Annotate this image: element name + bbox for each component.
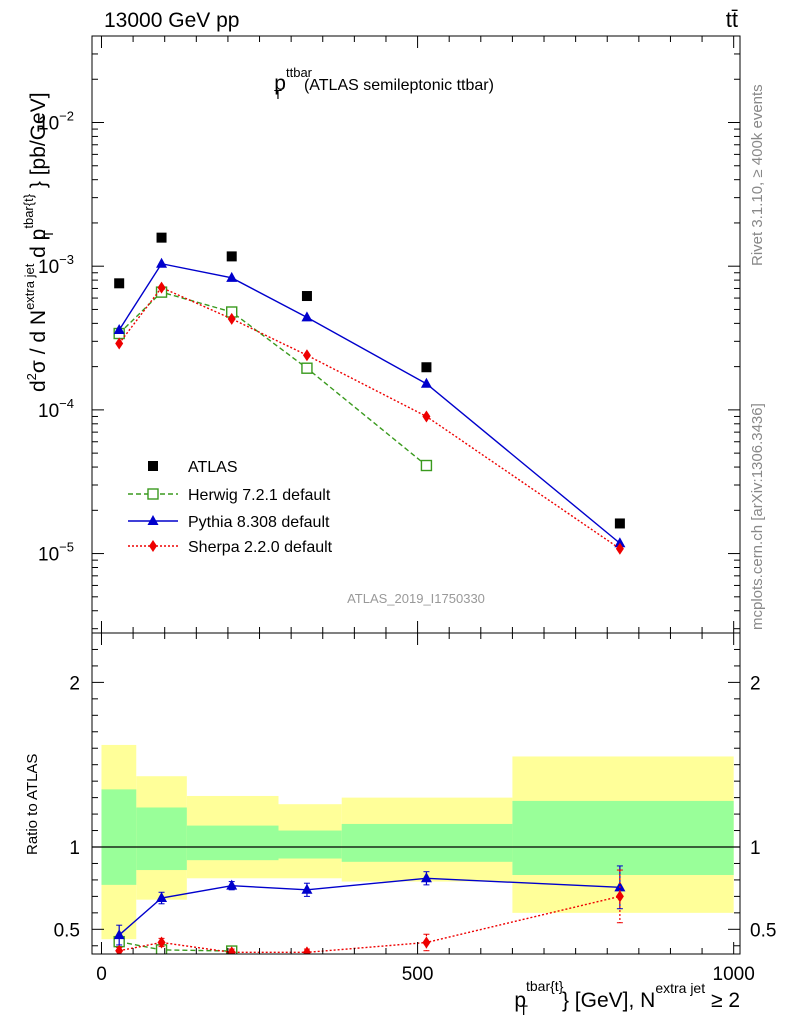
ratio-point-sherpa-2-2-0-default bbox=[615, 890, 624, 903]
ratio-y-tick-label-right: 0.5 bbox=[750, 920, 776, 941]
ratio-point-sherpa-2-2-0-default bbox=[302, 946, 311, 954]
title-rest: (ATLAS semileptonic ttbar) bbox=[304, 77, 494, 94]
ratio-x-tick-label: 500 bbox=[402, 964, 434, 985]
ratio-x-tick-label: 0 bbox=[96, 964, 107, 985]
data-point-sherpa-2-2-0-default bbox=[157, 281, 166, 294]
ratio-point-pythia-8-308-default bbox=[113, 929, 125, 940]
uncertainty-band-1sigma bbox=[101, 789, 137, 885]
data-point-sherpa-2-2-0-default bbox=[615, 542, 624, 555]
ratio-data-layer bbox=[92, 744, 740, 954]
header-right: tt̄ bbox=[726, 7, 738, 32]
rivet-version-text: Rivet 3.1.10, ≥ 400k events bbox=[749, 84, 766, 266]
legend-label: ATLAS bbox=[188, 459, 238, 476]
main-panel: 10−2 10−3 10−4 10−5 pttbar T (ATLAS semilepto… bbox=[21, 35, 741, 634]
legend-marker bbox=[148, 461, 158, 471]
legend-label: Herwig 7.2.1 default bbox=[188, 487, 331, 504]
legend-marker bbox=[147, 488, 159, 500]
plot-title: pttbar T (ATLAS semileptonic ttbar) bbox=[274, 65, 494, 102]
main-y-tick-label: 10−3 bbox=[38, 252, 74, 278]
data-point-herwig-7-2-1-default bbox=[301, 362, 313, 374]
data-point-atlas bbox=[156, 232, 167, 243]
series-atlas bbox=[114, 232, 625, 529]
data-point-pythia-8-308-default bbox=[301, 311, 313, 322]
data-point-sherpa-2-2-0-default bbox=[115, 337, 124, 350]
data-point-pythia-8-308-default bbox=[420, 377, 432, 388]
ratio-point-sherpa-2-2-0-default bbox=[227, 946, 236, 954]
data-point-atlas bbox=[301, 291, 312, 302]
data-point-sherpa-2-2-0-default bbox=[227, 312, 236, 325]
main-y-tick-label: 10−5 bbox=[38, 540, 74, 566]
uncertainty-band-1sigma bbox=[341, 823, 513, 862]
ratio-y-label: Ratio to ATLAS bbox=[24, 754, 41, 855]
ratio-y-tick-label-left: 0.5 bbox=[54, 920, 80, 941]
data-point-sherpa-2-2-0-default bbox=[422, 410, 431, 423]
legend-entry-pythia-8-308-default: Pythia 8.308 default bbox=[128, 514, 330, 531]
data-point-pythia-8-308-default bbox=[113, 323, 125, 334]
data-point-pythia-8-308-default bbox=[156, 257, 168, 268]
legend-label: Sherpa 2.2.0 default bbox=[188, 539, 333, 556]
series-herwig-7-2-1-default bbox=[113, 286, 433, 472]
ratio-point-sherpa-2-2-0-default bbox=[115, 944, 124, 954]
ratio-series-pythia-8-308-default bbox=[113, 865, 626, 946]
ratio-point-pythia-8-308-default bbox=[226, 879, 238, 890]
ratio-panel: 0.5 0.5 1 1 2 2 0 500 1000 Ratio to ATLAS ptbar… bbox=[24, 632, 776, 1018]
main-y-tick-label: 10−2 bbox=[38, 109, 74, 135]
uncertainty-band-1sigma bbox=[278, 830, 342, 859]
mcplots-reference-text: mcplots.cern.ch [arXiv:1306.3436] bbox=[749, 403, 766, 630]
ratio-series-sherpa-2-2-0-default bbox=[115, 869, 624, 954]
ratio-point-pythia-8-308-default bbox=[301, 883, 313, 894]
legend: ATLAS Herwig 7.2.1 default Pythia 8.308 de… bbox=[128, 459, 333, 556]
title-p: p bbox=[274, 72, 286, 95]
main-data-layer bbox=[113, 232, 626, 555]
ratio-x-ticks: 0 500 1000 bbox=[96, 633, 755, 985]
uncertainty-band-1sigma bbox=[512, 800, 734, 875]
uncertainty-band-1sigma bbox=[136, 807, 187, 871]
ratio-line-pythia-8-308-default bbox=[118, 877, 620, 936]
legend-marker bbox=[149, 540, 157, 552]
legend-entry-herwig-7-2-1-default: Herwig 7.2.1 default bbox=[128, 487, 331, 504]
data-point-atlas bbox=[421, 362, 432, 373]
ratio-y-tick-label-right: 2 bbox=[750, 673, 761, 694]
ratio-y-tick-label-left: 2 bbox=[69, 673, 80, 694]
main-y-ticks: 10−2 10−3 10−4 10−5 bbox=[38, 35, 740, 630]
data-point-atlas bbox=[114, 278, 125, 289]
main-x-ticks bbox=[100, 36, 735, 633]
legend-entry-sherpa-2-2-0-default: Sherpa 2.2.0 default bbox=[128, 539, 333, 556]
ratio-point-pythia-8-308-default bbox=[420, 872, 432, 883]
ratio-x-tick-label: 1000 bbox=[713, 964, 755, 985]
title-sub: T bbox=[274, 87, 282, 102]
data-point-pythia-8-308-default bbox=[226, 271, 238, 282]
ratio-y-ticks: 0.5 0.5 1 1 2 2 bbox=[54, 648, 776, 947]
title-sup: ttbar bbox=[286, 65, 313, 80]
data-point-atlas bbox=[614, 518, 625, 529]
header-left: 13000 GeV pp bbox=[104, 9, 239, 32]
legend-entry-atlas: ATLAS bbox=[148, 459, 238, 476]
ratio-point-pythia-8-308-default bbox=[156, 892, 168, 903]
series-line-herwig-7-2-1-default bbox=[118, 291, 427, 467]
legend-label: Pythia 8.308 default bbox=[188, 514, 330, 531]
ratio-point-sherpa-2-2-0-default bbox=[157, 936, 166, 949]
series-line-sherpa-2-2-0-default bbox=[118, 286, 621, 550]
ratio-frame bbox=[91, 632, 741, 955]
series-line-pythia-8-308-default bbox=[118, 262, 621, 544]
series-sherpa-2-2-0-default bbox=[115, 281, 624, 555]
main-y-tick-label: 10−4 bbox=[38, 396, 74, 422]
data-point-sherpa-2-2-0-default bbox=[302, 349, 311, 362]
data-point-atlas bbox=[226, 251, 237, 262]
legend-marker bbox=[147, 515, 159, 525]
ratio-y-tick-label-right: 1 bbox=[750, 838, 761, 859]
data-point-pythia-8-308-default bbox=[614, 537, 626, 548]
main-y-label: d2σ / d Nextra jet d ptbar{t}T } [pb/GeV… bbox=[21, 92, 56, 392]
ratio-point-sherpa-2-2-0-default bbox=[422, 936, 431, 949]
x-axis-label: ptbar{t} T} [GeV], Nextra jet ≥ 2 bbox=[514, 978, 740, 1018]
analysis-watermark: ATLAS_2019_I1750330 bbox=[347, 591, 485, 606]
uncertainty-band-1sigma bbox=[186, 825, 279, 861]
ratio-y-tick-label-left: 1 bbox=[69, 838, 80, 859]
data-point-herwig-7-2-1-default bbox=[420, 459, 433, 472]
series-pythia-8-308-default bbox=[113, 257, 626, 548]
